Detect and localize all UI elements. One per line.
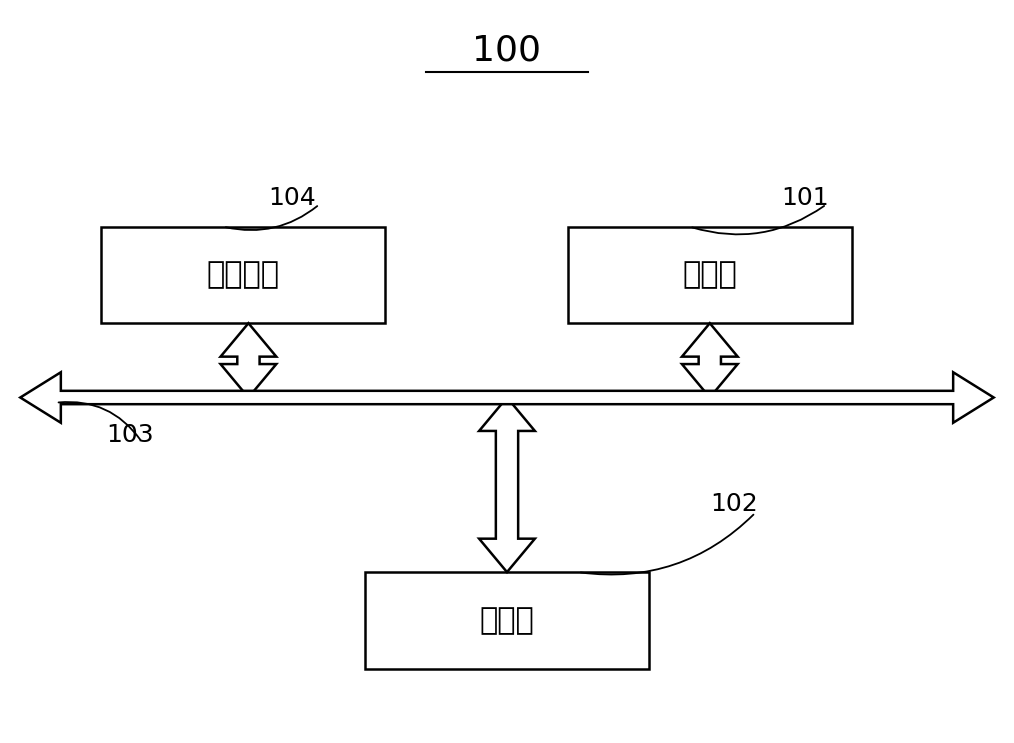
Polygon shape bbox=[479, 398, 535, 572]
Text: 处理器: 处理器 bbox=[682, 260, 737, 290]
Text: 通信接口: 通信接口 bbox=[207, 260, 280, 290]
Polygon shape bbox=[681, 323, 738, 398]
Text: 100: 100 bbox=[473, 33, 541, 68]
Text: 104: 104 bbox=[269, 186, 316, 210]
Bar bbox=[568, 227, 852, 323]
Text: 存储器: 存储器 bbox=[480, 606, 534, 635]
Bar bbox=[365, 572, 649, 669]
Text: 102: 102 bbox=[710, 493, 757, 516]
Polygon shape bbox=[221, 323, 276, 398]
Polygon shape bbox=[20, 372, 994, 423]
Text: 101: 101 bbox=[781, 186, 828, 210]
Bar bbox=[101, 227, 385, 323]
Text: 103: 103 bbox=[106, 424, 154, 447]
